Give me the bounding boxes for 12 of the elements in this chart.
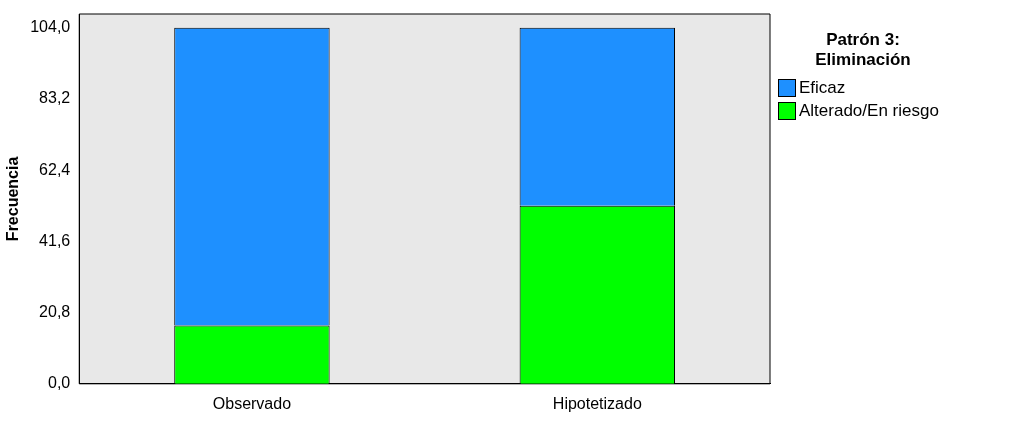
y-tick-label: 83,2 bbox=[39, 89, 71, 107]
y-axis-title: Frecuencia bbox=[4, 156, 22, 242]
legend-label: Eficaz bbox=[799, 78, 846, 98]
legend-label: Alterado/En riesgo bbox=[799, 101, 939, 121]
x-tick-label: Observado bbox=[212, 394, 292, 412]
y-tick-label: 41,6 bbox=[39, 231, 71, 249]
y-tick-label: 62,4 bbox=[39, 160, 71, 178]
y-tick-label: 104,0 bbox=[30, 18, 71, 36]
y-tick-label: 20,8 bbox=[39, 302, 71, 320]
legend-title: Patrón 3: Eliminación bbox=[814, 30, 912, 70]
x-tick-label: Hipotetizado bbox=[552, 394, 642, 412]
y-tick-label: 0,0 bbox=[47, 374, 71, 392]
